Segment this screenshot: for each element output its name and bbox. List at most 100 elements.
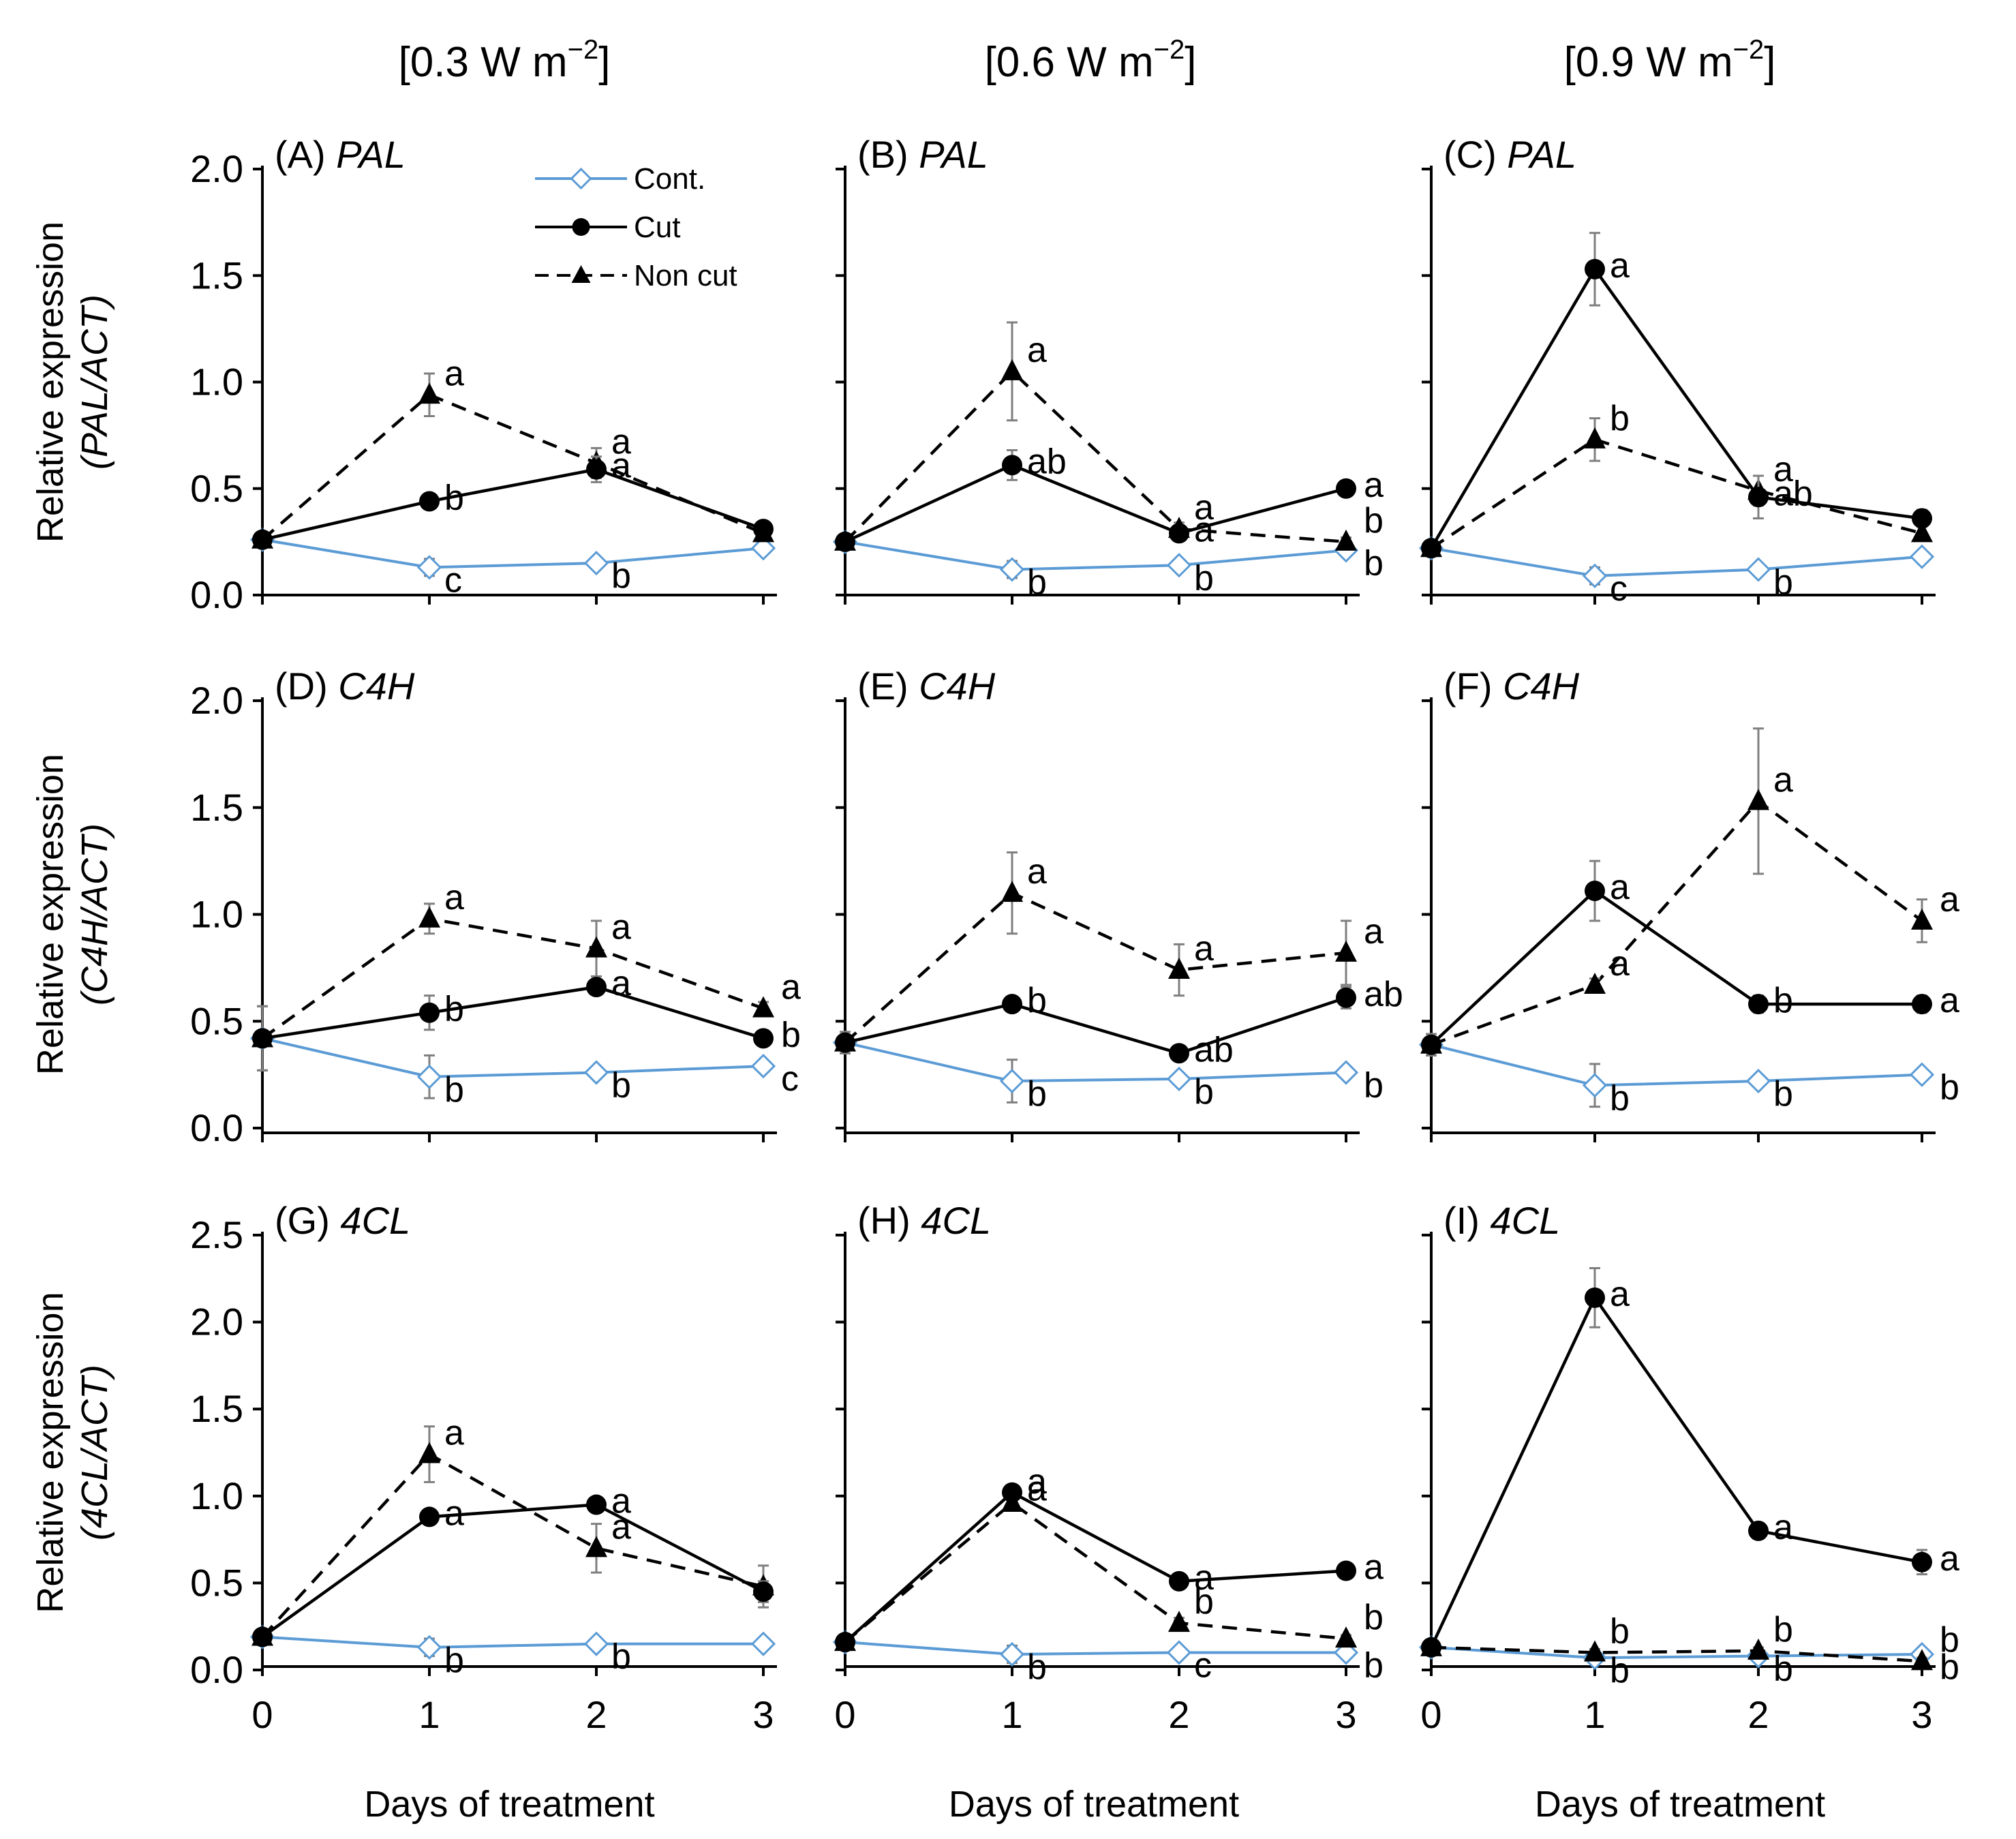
panel-letter: (C) [1444, 133, 1507, 176]
series-noncut: ab b [834, 1462, 1384, 1652]
data-point-noncut [1001, 359, 1023, 380]
data-point-cont [1582, 563, 1608, 588]
y-axis-label: Relative expression (C4H/ACT) [30, 754, 115, 1075]
y-axis-label-line2: (C4H/ACT) [74, 823, 115, 1005]
significance-letter: a [1610, 868, 1630, 907]
data-point-noncut [1335, 529, 1357, 551]
data-point-noncut [1911, 908, 1933, 930]
series-noncut: aa b [834, 321, 1384, 551]
series-noncut: aaa [251, 878, 801, 1072]
series-line-cont [844, 540, 1347, 571]
legend: Cont. Cut Non cut [535, 162, 737, 292]
panel-label: (C) PAL [1444, 133, 1576, 176]
data-point-noncut [1335, 940, 1357, 962]
panel-letter: (I) [1444, 1199, 1490, 1242]
significance-letter: b [781, 1015, 801, 1054]
panel-label: (F) C4H [1444, 665, 1580, 708]
significance-letter: a [611, 964, 631, 1003]
significance-letter: a [444, 878, 464, 917]
x-tick-label: 1 [1001, 1693, 1022, 1736]
series-cut: b ab ab [835, 975, 1403, 1069]
significance-letter: b [1364, 501, 1384, 541]
significance-letter: a [1364, 466, 1384, 505]
significance-letter: b [1364, 1598, 1384, 1637]
data-point-cut [419, 1506, 440, 1528]
series-noncut: aa [251, 1414, 774, 1646]
data-point-cont [1909, 544, 1935, 569]
significance-letter: b [1610, 399, 1630, 438]
data-point-noncut [1747, 789, 1769, 810]
series-line-cont [262, 1037, 764, 1078]
significance-letter: a [1940, 1539, 1959, 1579]
y-tick-label: 2.0 [190, 679, 243, 722]
series-line-cont [844, 1641, 1346, 1656]
data-point-cut [1169, 1570, 1189, 1592]
series-line-noncut [1430, 438, 1923, 550]
data-point-cut [1912, 508, 1932, 529]
data-point-cut [1002, 994, 1022, 1015]
panel-letter: (F) [1444, 665, 1503, 708]
significance-letter: a [1773, 1508, 1793, 1547]
significance-letter: a [1364, 912, 1384, 952]
significance-letter: b [611, 1637, 631, 1677]
column-title-main: [0.6 W m [985, 39, 1154, 86]
data-point-cut [1748, 487, 1769, 508]
significance-letter: b [1773, 1650, 1793, 1689]
series-line-noncut [261, 1452, 764, 1639]
y-axis-label-line1: Relative expression [30, 222, 71, 543]
panel-gene: 4CL [1490, 1199, 1560, 1242]
data-point-noncut [1168, 1611, 1190, 1632]
data-point-cont [750, 1631, 776, 1656]
series-line-noncut [844, 1501, 1347, 1643]
significance-letter: b [444, 478, 464, 518]
panel-label: (G) 4CL [275, 1199, 410, 1242]
panel-label: (I) 4CL [1444, 1199, 1560, 1242]
significance-letter: b [1027, 981, 1047, 1020]
data-point-cut [1336, 987, 1356, 1008]
significance-letter: a [1194, 929, 1214, 969]
significance-letter: a [1773, 760, 1793, 800]
significance-letter: a [1940, 880, 1959, 920]
significance-letter: b [1027, 1074, 1047, 1114]
x-tick-label: 2 [1747, 1693, 1769, 1736]
x-tick-label: 0 [834, 1693, 855, 1736]
significance-letter: b [1940, 1647, 1959, 1687]
data-point-noncut [418, 1442, 440, 1463]
y-axis-label: Relative expression (4CL/ACT) [30, 1292, 115, 1613]
data-point-cut [252, 529, 273, 550]
y-tick-label: 1.5 [190, 786, 243, 829]
significance-letter: b [444, 1070, 464, 1110]
y-tick-label: 2.0 [190, 1301, 243, 1343]
data-point-cut [1585, 258, 1605, 279]
significance-letter: a [611, 446, 631, 486]
series-line-cont [262, 538, 764, 569]
y-axis-label-line2: (4CL/ACT) [74, 1365, 115, 1540]
x-tick-label: 1 [1584, 1693, 1605, 1736]
significance-letter: b [1364, 1645, 1384, 1685]
significance-letter: a [444, 354, 464, 393]
significance-letter: a [1610, 246, 1630, 286]
significance-letter: c [1194, 1645, 1212, 1685]
series-line-cut [1430, 889, 1922, 1046]
column-title-bracket: ] [1764, 39, 1775, 86]
significance-letter: a [781, 967, 801, 1007]
significance-letter: a [611, 908, 631, 947]
legend-label-cont: Cont. [634, 162, 705, 196]
series-cut: a a a [1421, 1266, 1959, 1658]
data-point-cut [1169, 1043, 1189, 1064]
data-point-cont [750, 1053, 776, 1079]
series-cut: a a a [835, 1470, 1384, 1653]
series-line-cut [844, 996, 1347, 1055]
series-cut: bab [252, 964, 801, 1072]
panel-label: (D) C4H [275, 665, 415, 708]
data-point-cut [1421, 1034, 1441, 1055]
significance-letter: a [1194, 510, 1214, 549]
series-line-cont [262, 1635, 763, 1649]
significance-letter: b [1194, 558, 1214, 598]
y-axis-label-line2: (PAL/ACT) [74, 294, 115, 470]
